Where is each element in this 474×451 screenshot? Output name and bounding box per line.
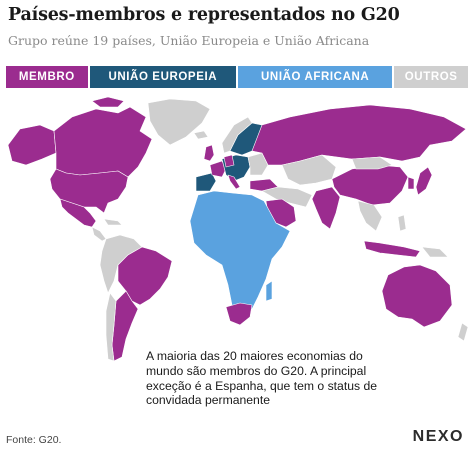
region-iberia [195, 172, 217, 192]
region-russia [251, 104, 467, 166]
region-south-america-other [99, 234, 143, 294]
region-china [331, 164, 409, 206]
legend-item-outros: OUTROS [394, 66, 468, 88]
region-italy [227, 174, 241, 190]
world-map [7, 96, 469, 362]
region-france [209, 160, 227, 178]
source-note: Fonte: G20. [6, 434, 62, 446]
region-indonesia [363, 240, 421, 258]
region-korea [407, 176, 415, 190]
region-japan [415, 166, 433, 196]
region-uk [203, 144, 215, 162]
region-new-zealand [457, 322, 469, 342]
region-south-africa [225, 302, 253, 326]
nexo-logo: NEXO [412, 428, 464, 445]
page-title: Países-membros e representados no G20 [8, 5, 400, 25]
annotation-note: A maioria das 20 maiores economias do mu… [146, 349, 396, 409]
region-africa [189, 190, 291, 320]
region-australia [381, 264, 453, 328]
legend-item-uniao-africana: UNIÃO AFRICANA [238, 66, 393, 88]
region-chile [105, 292, 117, 362]
region-germany [223, 154, 235, 168]
legend-item-membro: MEMBRO [6, 66, 88, 88]
region-canada-islands [91, 96, 125, 108]
region-brazil [117, 246, 173, 306]
region-mongolia [351, 156, 393, 170]
region-canada [53, 106, 153, 178]
legend-item-uniao-europeia: UNIÃO EUROPEIA [89, 66, 236, 88]
region-india [311, 186, 341, 230]
region-philippines [397, 214, 407, 232]
region-iceland [193, 130, 209, 140]
region-alaska [7, 124, 57, 166]
region-central-america [91, 226, 107, 242]
page-subtitle: Grupo reúne 19 países, União Europeia e … [8, 33, 370, 48]
region-new-guinea [421, 246, 449, 258]
region-caribbean [103, 218, 123, 226]
region-greenland [147, 98, 211, 146]
region-madagascar [265, 280, 273, 302]
legend: MEMBRO UNIÃO EUROPEIA UNIÃO AFRICANA OUT… [6, 66, 468, 88]
region-southeast-asia [357, 200, 383, 232]
